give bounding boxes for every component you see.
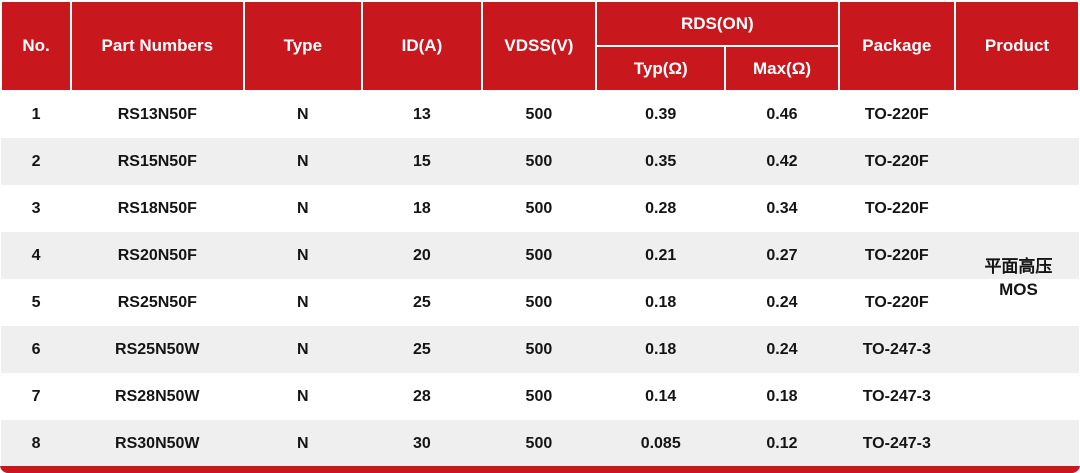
cell-no: 4 xyxy=(1,232,72,279)
bottom-accent-bar xyxy=(0,466,1080,473)
cell-part-number: RS28N50W xyxy=(71,373,244,420)
cell-package: TO-220F xyxy=(838,91,955,138)
cell-rds-typ: 0.39 xyxy=(596,91,726,138)
header-package: Package xyxy=(837,0,957,92)
cell-rds-typ: 0.085 xyxy=(596,420,726,467)
table-row: 6 RS25N50W N 25 500 0.18 0.24 TO-247-3 xyxy=(1,326,1079,373)
cell-part-number: RS30N50W xyxy=(71,420,244,467)
cell-part-number: RS18N50F xyxy=(71,185,244,232)
cell-type: N xyxy=(243,185,363,232)
cell-type: N xyxy=(243,279,363,326)
cell-package: TO-247-3 xyxy=(838,326,955,373)
cell-package: TO-220F xyxy=(838,138,955,185)
header-rds-max: Max(Ω) xyxy=(724,45,840,92)
cell-vdss: 500 xyxy=(481,420,597,467)
header-product: Product xyxy=(954,0,1080,92)
header-rds-typ: Typ(Ω) xyxy=(595,45,727,92)
cell-product-stripe xyxy=(955,326,1079,373)
cell-product-stripe xyxy=(955,279,1079,326)
cell-vdss: 500 xyxy=(481,326,597,373)
cell-no: 7 xyxy=(1,373,72,420)
cell-vdss: 500 xyxy=(481,91,597,138)
cell-product-stripe xyxy=(955,373,1079,420)
cell-rds-typ: 0.18 xyxy=(596,279,726,326)
cell-rds-typ: 0.18 xyxy=(596,326,726,373)
cell-package: TO-247-3 xyxy=(838,373,955,420)
cell-type: N xyxy=(243,232,363,279)
table-row: 8 RS30N50W N 30 500 0.085 0.12 TO-247-3 xyxy=(1,420,1079,467)
cell-no: 1 xyxy=(1,91,72,138)
cell-rds-max: 0.12 xyxy=(725,420,839,467)
cell-rds-max: 0.27 xyxy=(725,232,839,279)
table-row: 1 RS13N50F N 13 500 0.39 0.46 TO-220F xyxy=(1,91,1079,138)
table-row: 4 RS20N50F N 20 500 0.21 0.27 TO-220F xyxy=(1,232,1079,279)
cell-id: 13 xyxy=(362,91,482,138)
cell-package: TO-220F xyxy=(838,279,955,326)
cell-id: 15 xyxy=(362,138,482,185)
cell-rds-max: 0.34 xyxy=(725,185,839,232)
cell-part-number: RS25N50W xyxy=(71,326,244,373)
cell-package: TO-247-3 xyxy=(838,420,955,467)
cell-type: N xyxy=(243,373,363,420)
cell-rds-max: 0.42 xyxy=(725,138,839,185)
cell-no: 6 xyxy=(1,326,72,373)
cell-type: N xyxy=(243,91,363,138)
cell-package: TO-220F xyxy=(838,185,955,232)
cell-id: 25 xyxy=(362,279,482,326)
cell-rds-max: 0.46 xyxy=(725,91,839,138)
cell-vdss: 500 xyxy=(481,138,597,185)
cell-product-stripe xyxy=(955,185,1079,232)
header-row-sub: Typ(Ω) Max(Ω) xyxy=(1,45,1079,92)
cell-part-number: RS13N50F xyxy=(71,91,244,138)
cell-type: N xyxy=(243,326,363,373)
header-id-a: ID(A) xyxy=(361,0,483,92)
cell-rds-typ: 0.28 xyxy=(596,185,726,232)
table-row: 7 RS28N50W N 28 500 0.14 0.18 TO-247-3 xyxy=(1,373,1079,420)
cell-no: 3 xyxy=(1,185,72,232)
header-row-main: No. Part Numbers Type ID(A) VDSS(V) RDS(… xyxy=(0,0,1080,92)
cell-type: N xyxy=(243,138,363,185)
cell-product-stripe xyxy=(955,91,1079,138)
cell-id: 20 xyxy=(362,232,482,279)
cell-part-number: RS15N50F xyxy=(71,138,244,185)
cell-no: 2 xyxy=(1,138,72,185)
table-row: 5 RS25N50F N 25 500 0.18 0.24 TO-220F xyxy=(1,279,1079,326)
cell-rds-max: 0.24 xyxy=(725,279,839,326)
cell-vdss: 500 xyxy=(481,232,597,279)
cell-rds-typ: 0.14 xyxy=(596,373,726,420)
cell-type: N xyxy=(243,420,363,467)
cell-id: 30 xyxy=(362,420,482,467)
cell-package: TO-220F xyxy=(838,232,955,279)
cell-vdss: 500 xyxy=(481,185,597,232)
cell-no: 8 xyxy=(1,420,72,467)
cell-id: 18 xyxy=(362,185,482,232)
cell-id: 25 xyxy=(362,326,482,373)
table-header: No. Part Numbers Type ID(A) VDSS(V) RDS(… xyxy=(0,0,1080,92)
header-rds-on-group: RDS(ON) xyxy=(595,0,840,47)
cell-vdss: 500 xyxy=(481,279,597,326)
cell-product-stripe xyxy=(955,420,1079,467)
header-vdss-v: VDSS(V) xyxy=(480,0,598,92)
table-row: 3 RS18N50F N 18 500 0.28 0.34 TO-220F xyxy=(1,185,1079,232)
cell-part-number: RS25N50F xyxy=(71,279,244,326)
cell-rds-typ: 0.21 xyxy=(596,232,726,279)
table-body: 1 RS13N50F N 13 500 0.39 0.46 TO-220F 2 … xyxy=(1,91,1079,467)
cell-product-stripe xyxy=(955,138,1079,185)
cell-rds-typ: 0.35 xyxy=(596,138,726,185)
cell-part-number: RS20N50F xyxy=(71,232,244,279)
cell-id: 28 xyxy=(362,373,482,420)
header-part-numbers: Part Numbers xyxy=(70,0,245,92)
table-row: 2 RS15N50F N 15 500 0.35 0.42 TO-220F xyxy=(1,138,1079,185)
cell-rds-max: 0.24 xyxy=(725,326,839,373)
cell-no: 5 xyxy=(1,279,72,326)
cell-vdss: 500 xyxy=(481,373,597,420)
header-no: No. xyxy=(0,0,73,92)
cell-product-stripe xyxy=(955,232,1079,279)
header-type: Type xyxy=(242,0,364,92)
cell-rds-max: 0.18 xyxy=(725,373,839,420)
